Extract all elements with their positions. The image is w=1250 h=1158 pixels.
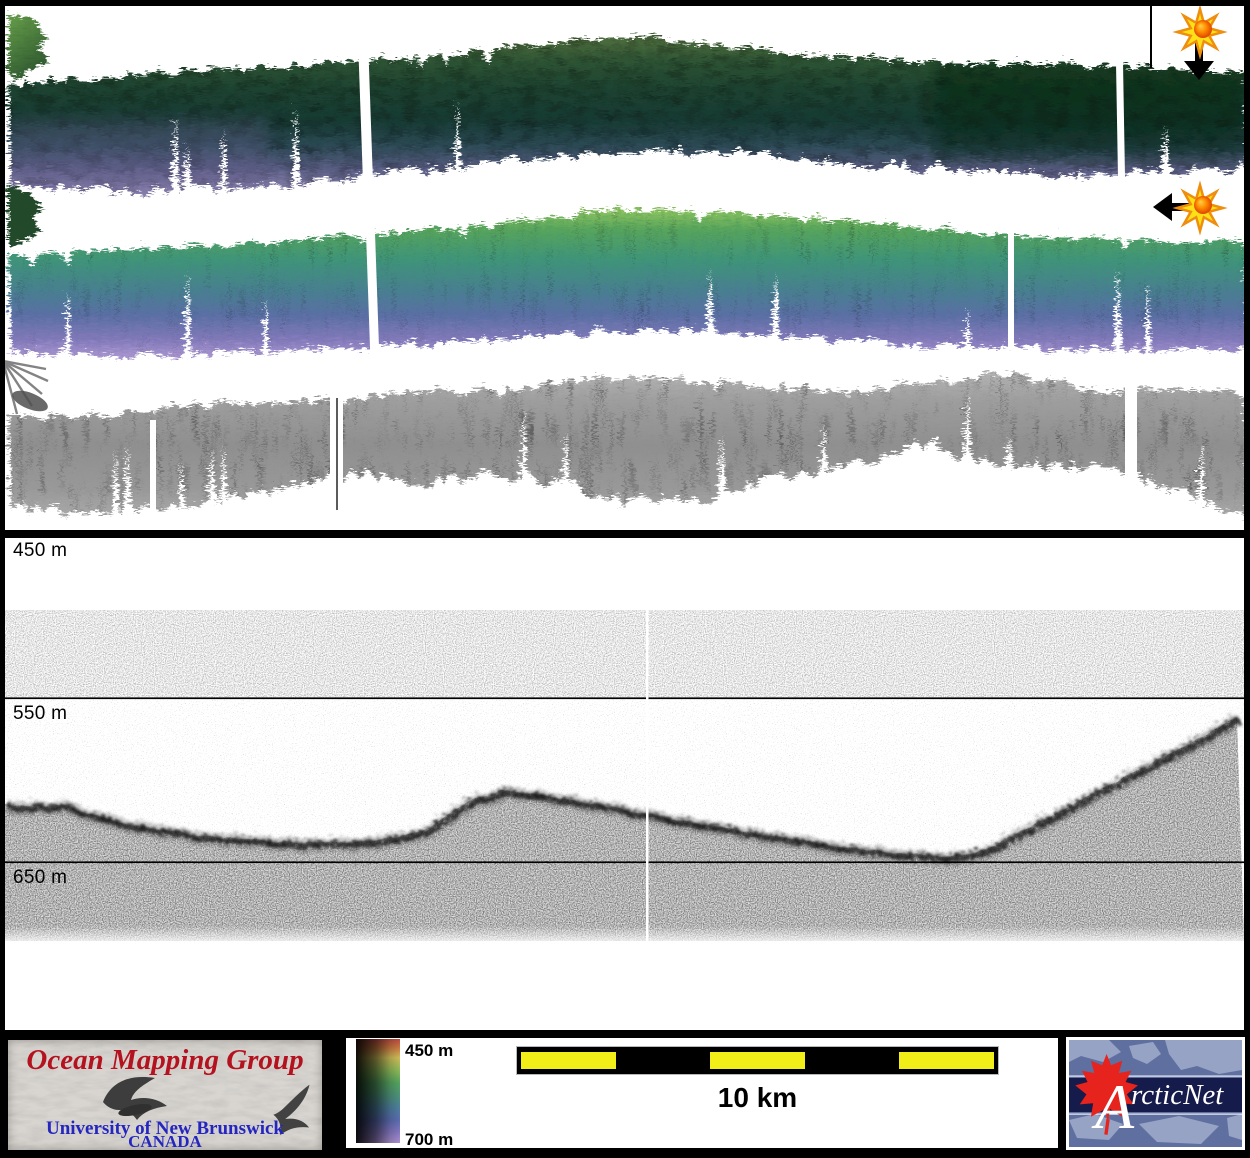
scale-bar-segment: [804, 1052, 900, 1069]
swath-section: [5, 6, 1244, 530]
depth-label-550: 550 m: [13, 703, 68, 724]
subbottom-profile-section: 450 m 550 m 650 m: [5, 538, 1244, 1030]
sun-icon: [1175, 183, 1225, 233]
scale-bar-segment: [521, 1052, 616, 1069]
depth-label-650: 650 m: [13, 867, 68, 888]
omg-subtitle: University of New Brunswick: [45, 1118, 285, 1139]
footer: Ocean Mapping Group University of New Br…: [0, 1030, 1250, 1158]
arcticnet-logo: A rcticNet: [1066, 1037, 1245, 1150]
colorbar-shading: [356, 1039, 400, 1143]
echogram-graphics: [5, 538, 1244, 1030]
scale-bar: [516, 1046, 999, 1075]
arcticnet-wordmark-initial: A: [1091, 1071, 1135, 1142]
depth-colorbar: [356, 1039, 400, 1143]
sun-icon: [1175, 7, 1225, 57]
noise-fade: [5, 926, 1244, 946]
colorbar-label-top: 450 m: [405, 1041, 454, 1060]
depth-line-650: [5, 861, 1244, 864]
maple-leaf-icon: [1075, 1054, 1138, 1135]
bathymetry-swath-top: [5, 12, 1244, 193]
backscatter-swath: [5, 367, 1244, 520]
gap-track-line: [336, 398, 338, 510]
scale-bar-segment: [710, 1052, 805, 1069]
arcticnet-wordmark-rest: rcticNet: [1131, 1079, 1224, 1111]
depth-line-550: [5, 697, 1244, 700]
swath-graphics: [5, 6, 1244, 520]
scale-bar-segment: [899, 1052, 994, 1069]
swath-data-gaps: [150, 49, 1137, 520]
omg-country: CANADA: [128, 1132, 202, 1150]
bird-silhouette-icon: [273, 1084, 310, 1136]
bathymetry-swath-middle: [5, 182, 1244, 357]
depth-label-450: 450 m: [13, 540, 68, 561]
fan-blob: [12, 390, 48, 412]
colorbar-label-bottom: 700 m: [405, 1130, 454, 1149]
omg-logo: Ocean Mapping Group University of New Br…: [8, 1040, 322, 1150]
water-column-noise-band: [5, 610, 1244, 698]
seafloor-trace-core: [5, 716, 1238, 859]
bird-silhouette-icon: [103, 1077, 167, 1120]
arcticnet-logo-art: A rcticNet: [1069, 1040, 1242, 1147]
swath1-side-lobe: [5, 12, 46, 76]
seafloor-speckle: [5, 717, 1244, 941]
survey-line-fan: [5, 360, 49, 415]
vertical-tick-mark: [1150, 6, 1152, 68]
omg-title: Ocean Mapping Group: [26, 1044, 304, 1076]
swath2-side-lobe: [5, 182, 40, 244]
omg-logo-art: [8, 1040, 322, 1150]
scale-bar-label: 10 km: [717, 1082, 798, 1113]
profile-section-divider: [646, 610, 649, 946]
scale-bar-segment: [615, 1052, 711, 1069]
